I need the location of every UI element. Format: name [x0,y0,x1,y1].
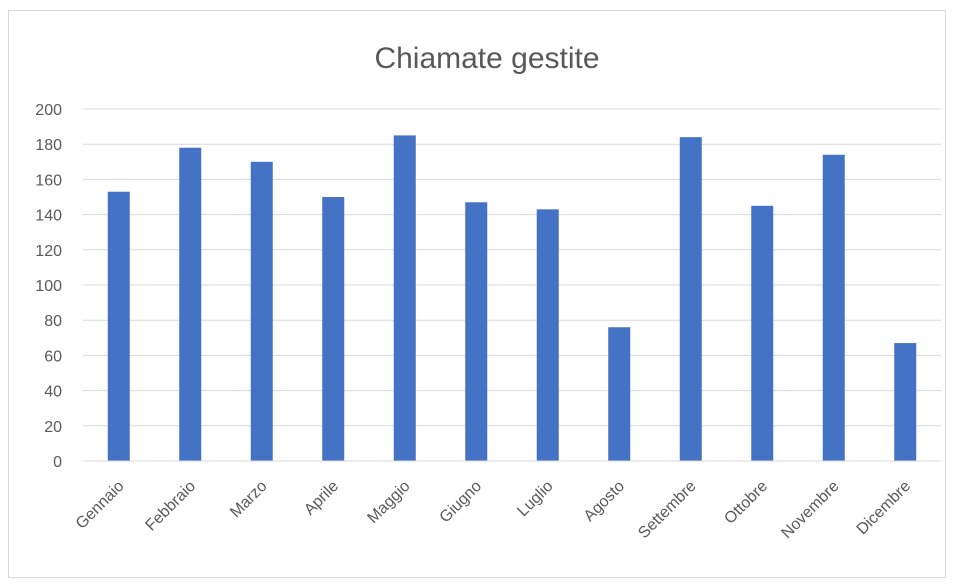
x-tick-label: Agosto [581,478,628,525]
x-axis-ticks: Gennaio Febbraio Marzo Aprile Maggio Giugno Lu… [73,478,914,542]
bar-aprile [322,197,345,461]
bar-marzo [250,161,273,462]
y-tick-label: 140 [35,208,62,225]
x-tick-label: Dicembre [854,478,915,539]
y-tick-label: 160 [35,172,62,189]
y-tick-label: 180 [35,137,62,154]
y-axis-ticks: 0 20 40 60 80 100 120 140 160 180 200 [35,102,62,471]
bar-agosto [608,327,631,461]
x-tick-label: Settembre [635,478,699,542]
x-tick-label: Giugno [437,478,486,527]
x-tick-label: Aprile [301,478,342,519]
x-tick-label: Febbraio [142,478,199,535]
x-tick-label: Novembre [778,478,842,542]
bar-ottobre [751,205,774,461]
x-tick-label: Ottobre [721,478,771,528]
chart-title: Chiamate gestite [374,42,599,75]
bar-giugno [465,202,488,461]
bar-febbraio [179,147,202,461]
bar-luglio [536,209,559,461]
y-tick-label: 120 [35,243,62,260]
x-tick-label: Luglio [514,478,556,520]
x-tick-label: Marzo [227,478,271,522]
y-tick-label: 20 [44,419,62,436]
bar-maggio [393,135,416,461]
y-tick-label: 0 [53,454,62,471]
y-tick-label: 200 [35,102,62,119]
bar-dicembre [894,343,917,461]
y-tick-label: 40 [44,384,62,401]
bar-novembre [822,154,845,461]
bar-gennaio [107,191,130,461]
gridlines [83,108,941,427]
bar-settembre [679,137,702,461]
x-tick-label: Maggio [364,478,413,527]
x-tick-label: Gennaio [73,478,128,533]
bars [107,135,917,462]
y-tick-label: 100 [35,278,62,295]
y-tick-label: 60 [44,348,62,365]
y-tick-label: 80 [44,313,62,330]
